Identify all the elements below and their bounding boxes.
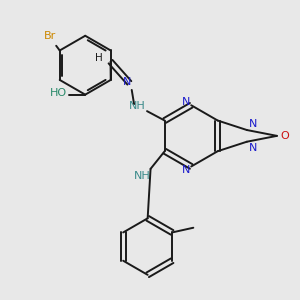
Text: Br: Br: [44, 31, 56, 41]
Text: NH: NH: [129, 101, 146, 111]
Text: N: N: [182, 97, 191, 107]
Text: H: H: [95, 53, 103, 63]
Text: N: N: [123, 77, 131, 87]
Text: O: O: [281, 131, 290, 141]
Text: N: N: [249, 119, 257, 129]
Text: N: N: [182, 165, 191, 175]
Text: NH: NH: [134, 171, 151, 181]
Text: HO: HO: [50, 88, 67, 98]
Text: N: N: [249, 142, 257, 153]
